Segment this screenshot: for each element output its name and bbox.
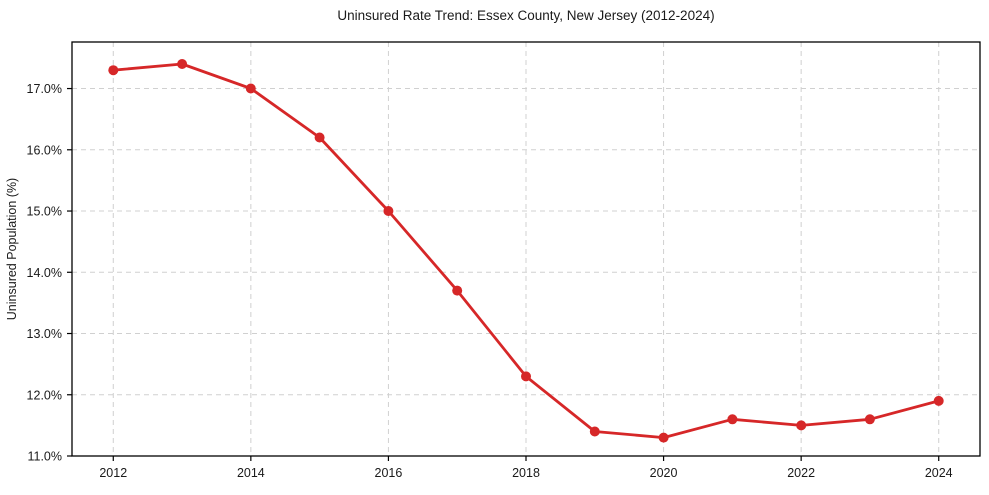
y-tick-label: 17.0% <box>27 82 62 96</box>
data-point <box>245 83 256 94</box>
x-tick-label: 2018 <box>512 466 540 480</box>
plot-border <box>71 41 981 457</box>
x-tick-label: 2020 <box>650 466 678 480</box>
x-tick-label: 2014 <box>237 466 265 480</box>
x-tick-label: 2016 <box>375 466 403 480</box>
data-point <box>727 414 738 425</box>
y-tick-label: 11.0% <box>27 450 62 464</box>
data-point <box>933 395 944 406</box>
data-point <box>796 420 807 431</box>
data-point <box>383 206 394 216</box>
y-tick-label: 14.0% <box>27 266 62 280</box>
y-tick-label: 13.0% <box>27 327 62 341</box>
y-tick-label: 15.0% <box>27 205 62 219</box>
data-point <box>589 426 600 437</box>
data-point <box>864 414 875 425</box>
x-tick-label: 2022 <box>787 466 815 480</box>
tick-layer: 2012 2014 2016 2018 2020 2022 2024 11.0% 12.0% 13… <box>27 82 953 480</box>
trend-line-series <box>108 59 944 443</box>
data-point <box>658 432 669 443</box>
x-tick-label: 2024 <box>925 466 953 480</box>
data-point <box>452 285 463 296</box>
y-axis-label: Uninsured Population (%) <box>5 178 19 320</box>
data-point <box>521 371 531 382</box>
grid-layer <box>72 42 980 457</box>
x-tick-label: 2012 <box>99 466 127 480</box>
data-point <box>108 65 119 76</box>
data-point <box>314 132 325 143</box>
y-tick-label: 12.0% <box>27 388 62 402</box>
data-point <box>177 59 188 69</box>
chart-title: Uninsured Rate Trend: Essex County, New … <box>337 8 714 23</box>
y-tick-label: 16.0% <box>27 143 62 157</box>
